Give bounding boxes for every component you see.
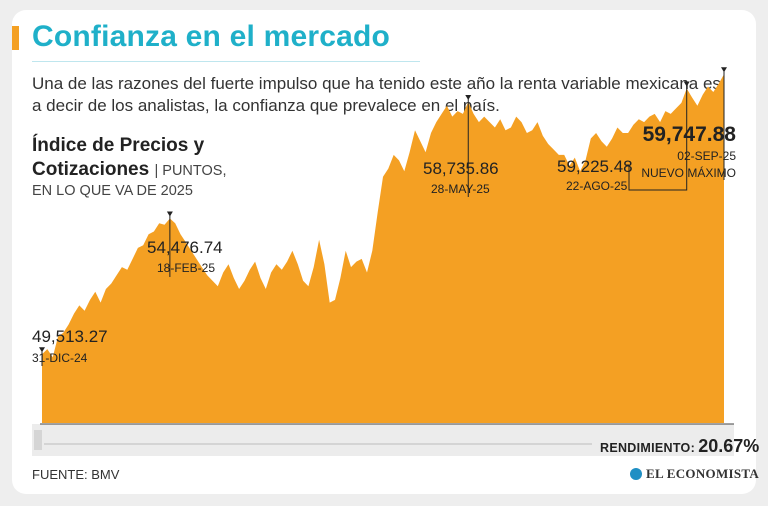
- annotation-date-may: 28-MAY-25: [431, 182, 490, 196]
- page-subtitle: Una de las razones del fuerte impulso qu…: [32, 74, 726, 115]
- annotation-value-sep: 59,747.88: [643, 123, 737, 146]
- rendimiento-value: 20.67%: [698, 436, 760, 456]
- brand-name: EL ECONOMISTA: [646, 466, 760, 481]
- title-accent-bar: [12, 26, 19, 50]
- units-subtitle: EN LO QUE VA DE 2025: [32, 183, 193, 199]
- index-title-line2: Cotizaciones: [32, 159, 150, 180]
- annotation-date-start: 31-DIC-24: [32, 351, 88, 365]
- index-title: Índice de Precios y Cotizaciones | PUNTO…: [32, 134, 226, 183]
- annotation-value-ago: 59,225.48: [557, 157, 633, 176]
- rendimiento-colon: :: [690, 441, 699, 455]
- annotation-arrow-ago: [683, 81, 690, 87]
- units-label: | PUNTOS,: [154, 163, 227, 179]
- title-underline: [32, 61, 420, 62]
- source-note: FUENTE: BMV: [32, 467, 120, 482]
- annotation-layer: 49,513.27 31-DIC-24 54,476.74 18-FEB-25 58,7…: [32, 67, 736, 366]
- annotation-value-may: 58,735.86: [423, 159, 499, 178]
- rendimiento-label: RENDIMIENTO: [600, 441, 691, 455]
- annotation-date-sep: 02-SEP-25: [677, 149, 736, 163]
- brand: EL ECONOMISTA: [630, 466, 759, 482]
- brand-logo-icon: [630, 468, 642, 480]
- annotation-arrow-may: [465, 94, 472, 100]
- annotation-value-start: 49,513.27: [32, 327, 108, 346]
- page-title: Confianza en el mercado: [32, 20, 391, 53]
- annotation-leader-ago: [625, 85, 688, 191]
- annotation-date-ago: 22-AGO-25: [566, 179, 628, 193]
- annotation-arrow-feb: [166, 211, 173, 217]
- index-title-line2-wrap: Cotizaciones | PUNTOS,: [32, 158, 226, 183]
- annotation-value-feb: 54,476.74: [147, 238, 223, 257]
- annotation-date-feb: 18-FEB-25: [157, 261, 215, 275]
- annotation-note-sep: NUEVO MÁXIMO: [641, 165, 736, 180]
- rendimiento: RENDIMIENTO: 20.67%: [600, 436, 759, 457]
- chart-scroll-start: [34, 430, 42, 450]
- annotation-arrow-sep: [721, 67, 727, 73]
- index-title-line1: Índice de Precios y: [32, 135, 205, 156]
- annotation-arrow-start: [39, 347, 45, 353]
- chart-area-series: [42, 74, 724, 424]
- chart-bottom-band: [32, 424, 734, 456]
